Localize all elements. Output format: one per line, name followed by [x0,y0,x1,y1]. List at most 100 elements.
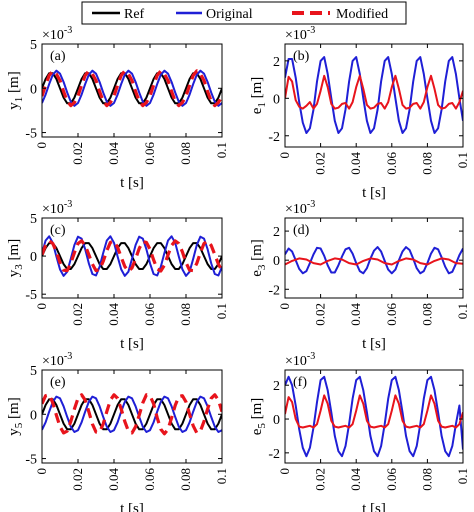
y-tick-label: 2 [273,225,280,240]
axes-frame [284,43,464,148]
legend-label-original: Original [206,7,253,22]
y-multiplier-exponent: -3 [307,199,315,210]
axes-frame [41,369,223,464]
series-line-original [285,375,463,458]
x-axis-label: t [s] [120,175,144,191]
panel-e: 0 0.02 0.04 0.06 0.08 0.1-505×10-3(e)t [s]y5 … [6,351,229,512]
y-tick-label: 0 [30,250,37,265]
y-tick-label: -5 [25,453,37,468]
panel-c: 0 0.02 0.04 0.06 0.08 0.1-505×10-3(c)t [s]y3 … [6,199,229,352]
y-axis-label: e5 [m] [249,398,268,436]
series-line-modified [42,393,222,436]
y-axis-label: y3 [m] [6,239,25,277]
axes-frame [284,217,464,299]
panel-b: 0 0.02 0.04 0.06 0.08 0.1 -2 0 2 ×10-3 (b) t [s] e1 … [249,25,470,201]
x-tick-label: 0.08 [419,303,434,326]
y-tick-label: -2 [268,447,280,462]
x-tick-label: 0.06 [142,468,157,491]
y-tick-label: -5 [25,127,37,142]
y-tick-label: -2 [268,130,280,145]
x-tick-label: 0.04 [106,468,121,491]
x-tick-label: 0.1 [214,142,229,158]
x-tick-label: 0.08 [178,142,193,165]
x-tick-label: 0 [277,152,292,159]
y-multiplier: ×10-3 [42,351,72,369]
x-axis-label: t [s] [362,185,386,201]
x-tick-label: 0.1 [455,152,470,168]
y-tick-label: 0 [30,82,37,97]
y-tick-label: 5 [30,364,37,379]
x-tick-label: 0.04 [348,303,363,326]
y-tick-label: 0 [273,254,280,269]
x-tick-label: 0.04 [106,142,121,165]
y-label-symbol: e [249,270,265,277]
y-tick-label: -5 [25,288,37,303]
y-multiplier-exponent: -3 [64,199,72,210]
legend-label-ref: Ref [124,7,145,22]
y-label-unit: [m] [6,397,22,422]
y-multiplier-exponent: -3 [64,25,72,36]
y-multiplier: ×10-3 [285,199,315,217]
x-tick-label: 0.06 [142,303,157,326]
series-line-original [42,395,222,433]
axes-frame [41,217,223,299]
x-tick-label: 0.1 [455,468,470,484]
y-label-index: 3 [13,264,25,270]
series-line-modified [285,394,463,429]
series-line-ref [42,398,222,431]
legend-label-modified: Modified [336,7,388,22]
y-label-symbol: y [6,428,22,436]
panel-label: (b) [293,49,310,64]
x-tick-label: 0.02 [70,142,85,165]
y-label-unit: [m] [6,71,22,96]
y-label-unit: [m] [6,239,22,264]
y-label-unit: [m] [249,77,265,102]
x-tick-label: 0.02 [70,468,85,491]
series-line-modified [42,69,222,108]
x-tick-label: 0.08 [419,468,434,491]
y-axis-label: e1 [m] [249,77,268,115]
x-axis-label: t [s] [120,501,144,512]
y-label-index: 1 [256,102,268,108]
y-label-index: 5 [13,422,25,428]
y-multiplier: ×10-3 [285,25,315,43]
x-tick-label: 0.08 [419,152,434,175]
series-line-original [285,246,463,275]
x-tick-label: 0.06 [384,468,399,491]
x-tick-label: 0.1 [214,303,229,319]
y-tick-label: 5 [30,38,37,53]
x-tick-label: 0 [34,468,49,475]
legend: Ref Original Modified [81,1,407,25]
y-tick-label: 2 [273,379,280,394]
panel-d: 0 0.02 0.04 0.06 0.08 0.1 -2 0 2 ×10-3 (d) t [s] e3 … [249,199,470,352]
x-tick-label: 0.06 [384,303,399,326]
x-tick-label: 0.02 [313,303,328,326]
y-axis-label: e3 [m] [249,239,268,277]
y-tick-label: 0 [273,413,280,428]
x-tick-label: 0.1 [455,303,470,319]
y-axis-label: y1 [m] [6,71,25,109]
series-line-modified [285,74,463,110]
x-tick-label: 0.06 [142,142,157,165]
y-multiplier: ×10-3 [42,199,72,217]
y-tick-label: 5 [30,212,37,227]
x-tick-label: 0.02 [313,152,328,175]
x-tick-label: 0.04 [106,303,121,326]
axes-frame [41,43,223,138]
x-tick-label: 0 [34,303,49,310]
x-tick-label: 0.04 [348,152,363,175]
x-tick-label: 0 [34,142,49,149]
panel-f: 0 0.02 0.04 0.06 0.08 0.1 -2 0 2 ×10-3 (f) t [s] e5 … [249,351,470,512]
y-label-index: 5 [256,423,268,429]
x-axis-label: t [s] [362,501,386,512]
x-tick-label: 0.02 [70,303,85,326]
x-tick-label: 0.08 [178,468,193,491]
y-label-index: 1 [13,97,25,103]
y-label-symbol: y [6,102,22,110]
y-label-unit: [m] [249,398,265,423]
y-multiplier-exponent: -3 [307,25,315,36]
series-line-modified [42,239,222,273]
panel-label: (e) [50,375,66,390]
series-line-original [42,235,222,277]
